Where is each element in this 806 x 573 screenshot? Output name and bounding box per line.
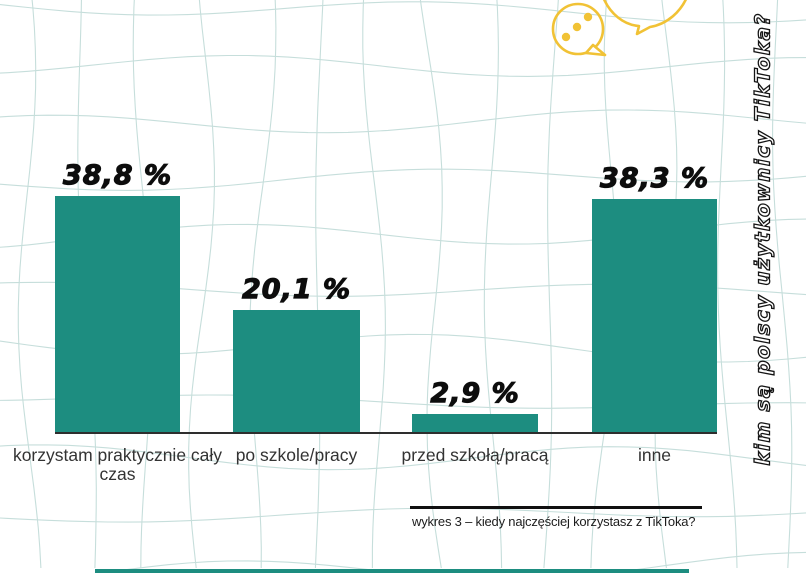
caption-text: wykres 3 – kiedy najczęściej korzystasz … <box>412 514 696 529</box>
bar-value-label: 2,9 % <box>430 377 520 409</box>
bar-value-label: 38,3 % <box>599 162 710 194</box>
bar-category-label: przed szkołą/pracą <box>401 445 549 465</box>
bar-value-label: 20,1 % <box>241 273 352 305</box>
chart-baseline <box>55 432 717 434</box>
speech-bubble-dots <box>561 12 593 42</box>
bar-category-label: po szkole/pracy <box>235 445 358 465</box>
bar-value-label: 38,8 % <box>62 159 173 191</box>
bottom-accent-strip <box>95 569 689 573</box>
caption-divider-line <box>410 506 702 509</box>
bar-category-label: korzystam praktycznie cały czas <box>12 445 223 484</box>
speech-bubble-tail <box>584 43 607 57</box>
bar <box>55 196 180 432</box>
speech-bubble-dots-icon <box>551 2 605 56</box>
bar-category-label: inne <box>637 445 672 465</box>
bar <box>592 199 717 432</box>
speech-bubble-icon <box>603 0 687 36</box>
bar <box>233 310 360 432</box>
bar <box>412 414 538 432</box>
